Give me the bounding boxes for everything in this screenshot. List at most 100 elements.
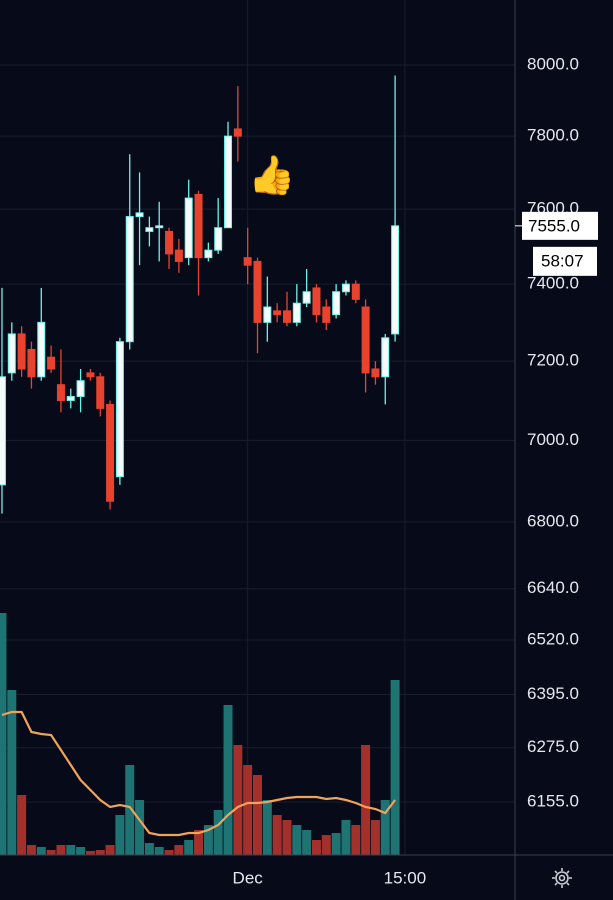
volume-bar [56, 845, 66, 855]
plot [0, 75, 400, 855]
candle-body [76, 380, 85, 398]
y-tick-label: 7000.0 [527, 430, 579, 449]
last-price-badge [522, 211, 598, 240]
volume-bar [85, 851, 95, 855]
candle-body [243, 257, 252, 266]
volume-bar [292, 825, 302, 855]
candle-body [56, 384, 65, 401]
volume-bar [203, 825, 213, 855]
candle-body [27, 348, 36, 378]
volume-bar [7, 690, 17, 855]
candle-body [361, 306, 370, 374]
volume-bar [0, 613, 7, 855]
y-tick-label: 6395.0 [527, 684, 579, 703]
volume-bar [174, 845, 184, 855]
y-tick-label: 7200.0 [527, 351, 579, 370]
volume-bar [253, 775, 262, 855]
candle-body [115, 341, 124, 478]
volume-bar [331, 833, 341, 855]
candle-body [184, 197, 193, 259]
candle-body [0, 376, 6, 486]
candle-body [322, 306, 331, 323]
volume-bar [223, 705, 233, 855]
y-tick-label: 6800.0 [527, 511, 579, 530]
countdown-badge [533, 246, 597, 276]
countdown: 58:07 [541, 251, 584, 270]
y-tick-label: 7800.0 [527, 126, 579, 145]
candle-body [351, 283, 360, 300]
volume-bar [26, 845, 36, 855]
candle-body [155, 225, 164, 229]
x-tick-label: 15:00 [384, 868, 427, 887]
volume-bar [361, 745, 371, 855]
candle-body [371, 368, 380, 378]
volume-bar [243, 765, 253, 855]
candle-body [391, 225, 400, 335]
volume-bar [95, 850, 105, 855]
volume-ma-line [1, 710, 396, 837]
y-tick-label: 6155.0 [527, 791, 579, 810]
volume-bar [46, 850, 56, 855]
volume-bar [17, 795, 27, 855]
annotation: 👍 [248, 153, 295, 197]
candle-body [204, 249, 213, 259]
volume-bar [135, 800, 145, 855]
candle-body [312, 287, 321, 316]
candle-body [96, 376, 105, 409]
candle-body [7, 333, 16, 374]
candle-body [381, 337, 390, 378]
candle-body [194, 193, 203, 259]
volume-bar [194, 830, 204, 855]
candle-body [145, 227, 154, 232]
volume-bar [154, 847, 164, 855]
volume-bar [311, 840, 321, 855]
y-tick-label: 8000.0 [527, 54, 579, 73]
volume-bar [184, 840, 194, 855]
candle-body [233, 128, 242, 137]
axis: 8000.07800.07600.07400.07200.07000.06800… [233, 54, 598, 887]
candle-body [86, 372, 95, 378]
volume-bar [370, 820, 380, 855]
volume-bar [262, 800, 272, 855]
candle-body [47, 356, 56, 370]
volume-bar [115, 815, 125, 855]
candle-body [37, 321, 46, 378]
x-tick-label: Dec [233, 868, 264, 887]
volume-bar [213, 810, 223, 855]
candle-body [224, 135, 233, 229]
y-tick-label: 6275.0 [527, 737, 579, 756]
candle-body [292, 302, 301, 323]
y-tick-label: 7400.0 [527, 274, 579, 293]
candle-body [273, 310, 282, 316]
volume-bar [341, 820, 351, 855]
volume-bar [36, 847, 46, 855]
candle-body [66, 396, 75, 401]
volume-bar [321, 835, 331, 855]
volume-bar [282, 820, 292, 855]
candle-body [17, 333, 26, 370]
volume-bar [380, 800, 390, 855]
candle-body [165, 230, 174, 255]
volume-bar [66, 845, 76, 855]
candle-body [263, 306, 272, 323]
grid [0, 0, 515, 855]
y-tick-label: 6520.0 [527, 630, 579, 649]
candle-body [302, 291, 311, 304]
candle-body [341, 283, 350, 293]
volume-bar [390, 680, 400, 855]
volume-bar [125, 765, 135, 855]
settings-icon[interactable] [552, 868, 572, 888]
candle-body [135, 212, 144, 218]
volume-bar [302, 830, 312, 855]
candle-body [106, 403, 115, 502]
volume-bar [76, 847, 86, 855]
candle-body [174, 249, 183, 262]
volume-bar [144, 843, 154, 855]
volume-bar [233, 745, 243, 855]
candle-body [332, 291, 341, 316]
last-price-label: 7555.0 [528, 216, 580, 235]
candle-body [253, 260, 262, 323]
